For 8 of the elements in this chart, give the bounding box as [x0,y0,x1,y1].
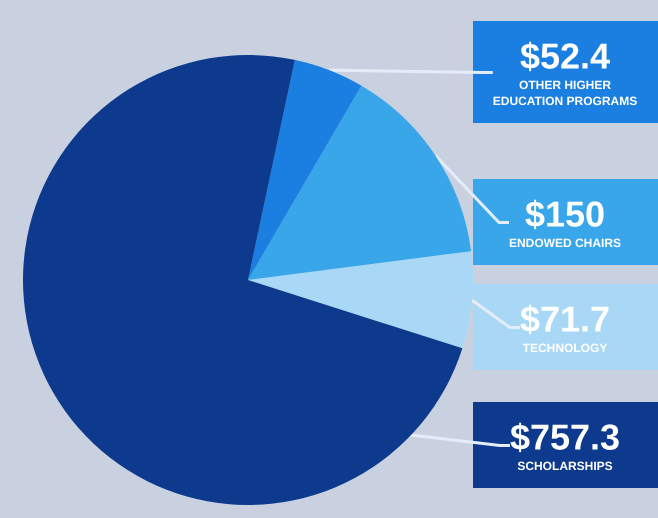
slice-label: SCHOLARSHIPS [517,459,613,473]
slice-label: OTHER HIGHER EDUCATION PROGRAMS [492,78,638,108]
slice-label: TECHNOLOGY [522,341,608,355]
data-label: $757.3 [510,416,620,458]
data-label: $71.7 [520,298,610,340]
slice-label: ENDOWED CHAIRS [508,236,622,250]
data-label: $52.4 [520,36,610,76]
data-label: $150 [524,194,606,234]
